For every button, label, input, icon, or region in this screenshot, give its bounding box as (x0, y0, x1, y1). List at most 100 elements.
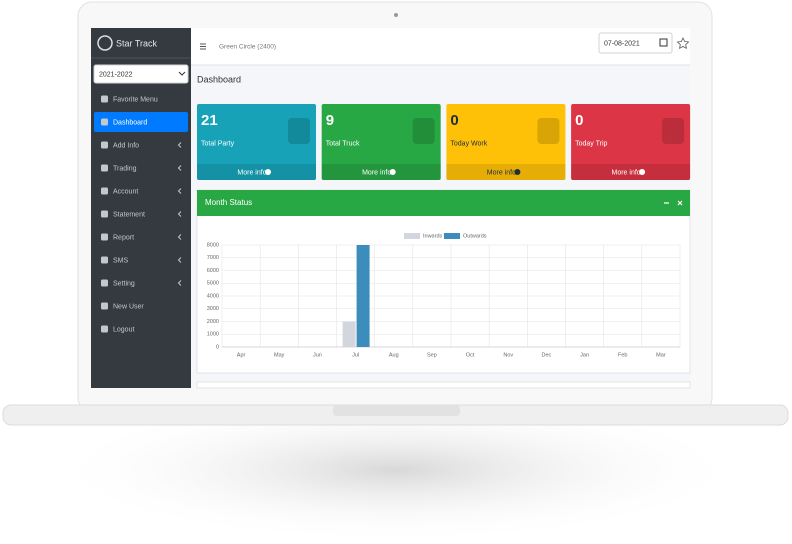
menu-icon (101, 256, 108, 264)
y-tick-label: 5000 (207, 281, 219, 287)
info-label: Today Trip (575, 140, 607, 147)
card (196, 189, 691, 374)
info-box-footer[interactable] (197, 164, 316, 180)
y-tick-label: 3000 (207, 306, 219, 312)
date-input[interactable] (598, 32, 673, 54)
info-label: Total Party (201, 140, 235, 147)
info-boxes: 21 Total Party More info 9 Total Truck More i… (197, 104, 691, 180)
calendar-icon (659, 38, 668, 47)
menu-chevron (177, 234, 182, 240)
menu-icon (101, 325, 108, 333)
menu-chevron (177, 142, 182, 148)
menu-item[interactable]: New User (113, 303, 144, 310)
menu-icon (101, 164, 108, 172)
info-value: 21 (201, 112, 218, 129)
x-tick-label: Jan (580, 352, 589, 358)
page-title: Dashboard (197, 74, 241, 84)
next-card (196, 381, 691, 389)
info-value: 9 (326, 112, 334, 129)
shadow (46, 398, 746, 542)
x-tick-label: Jul (352, 352, 359, 358)
more-info[interactable]: More info (362, 169, 391, 176)
x-tick-label: Nov (503, 352, 513, 358)
bar (356, 245, 370, 347)
menu-icon (101, 233, 108, 241)
menu-item[interactable]: Favorite Menu (113, 96, 158, 103)
menu-icon (101, 187, 108, 195)
menu-icon (101, 279, 108, 287)
brand: Star Track (116, 38, 158, 48)
bar (342, 321, 356, 347)
more-info[interactable]: More info (612, 169, 641, 176)
select-caret (178, 71, 186, 76)
info-icon (288, 118, 310, 144)
y-tick-label: 7000 (207, 255, 219, 261)
menu-item[interactable]: Account (113, 188, 138, 195)
y-tick-label: 1000 (207, 332, 219, 338)
info-value: 0 (450, 112, 458, 129)
menu-icon (101, 210, 108, 218)
x-tick-label: Sep (427, 352, 437, 358)
chart: 0 1000 2000 3000 4000 5000 6000 7000 8000 Inwards… (207, 233, 681, 358)
legend-label: Outwards (463, 233, 487, 239)
x-tick-label: Oct (466, 352, 475, 358)
legend-label: Inwards (423, 233, 443, 239)
y-tick-label: 0 (216, 344, 219, 350)
menu-item[interactable]: Statement (113, 211, 145, 218)
more-info[interactable]: More info (487, 169, 516, 176)
year-select-text: 2021-2022 (99, 71, 133, 78)
info-box-footer[interactable] (321, 164, 441, 180)
info-icon (537, 118, 560, 144)
more-info-icon (389, 169, 396, 175)
menu: Favorite Menu Dashboard Add Info Trading Acc… (94, 95, 188, 333)
close-button[interactable] (677, 200, 683, 206)
x-tick-label: Feb (618, 352, 627, 358)
more-info[interactable]: More info (237, 169, 266, 176)
menu-chevron (177, 280, 182, 286)
legend-swatch (444, 233, 460, 239)
y-tick-label: 4000 (207, 293, 219, 299)
info-value: 0 (575, 112, 583, 129)
camera (394, 13, 398, 17)
more-info-icon (514, 169, 521, 175)
y-tick-label: 6000 (207, 268, 219, 274)
card-header (197, 190, 690, 216)
hamburger[interactable] (200, 43, 206, 50)
info-icon (412, 118, 435, 144)
info-box-footer[interactable] (571, 164, 691, 180)
menu-item[interactable]: SMS (113, 257, 129, 264)
menu-item[interactable]: Dashboard (113, 119, 147, 126)
x-tick-label: May (274, 352, 285, 358)
legend-swatch (404, 233, 420, 239)
menu-item[interactable]: Report (113, 234, 134, 241)
info-box-footer[interactable] (446, 164, 566, 180)
info-box (571, 104, 691, 180)
y-tick-label: 2000 (207, 319, 219, 325)
date-text: 07-08-2021 (604, 40, 640, 47)
menu-icon (101, 118, 108, 126)
info-label: Today Work (450, 140, 487, 147)
menu-item[interactable]: Trading (113, 165, 137, 172)
more-info-icon (265, 169, 271, 175)
menu-item[interactable]: Setting (113, 280, 135, 287)
x-tick-label: Apr (237, 352, 246, 358)
menu-item[interactable]: Add Info (113, 142, 139, 149)
info-label: Total Truck (326, 140, 360, 147)
y-tick-label: 8000 (207, 242, 219, 248)
menu-icon (101, 95, 108, 103)
menu-chevron (177, 188, 182, 194)
menu-icon (101, 302, 108, 310)
x-tick-label: Aug (389, 352, 399, 358)
x-tick-label: Dec (542, 352, 552, 358)
menu-active (94, 112, 188, 132)
more-info-icon (639, 169, 646, 175)
favorite-star[interactable] (676, 37, 690, 50)
brand-logo (97, 35, 113, 51)
card-title: Month Status (205, 198, 252, 207)
menu-chevron (177, 165, 182, 171)
info-box (197, 104, 316, 180)
menu-chevron (177, 211, 182, 217)
year-select[interactable] (93, 64, 189, 84)
menu-item[interactable]: Logout (113, 326, 134, 333)
info-box (446, 104, 566, 180)
